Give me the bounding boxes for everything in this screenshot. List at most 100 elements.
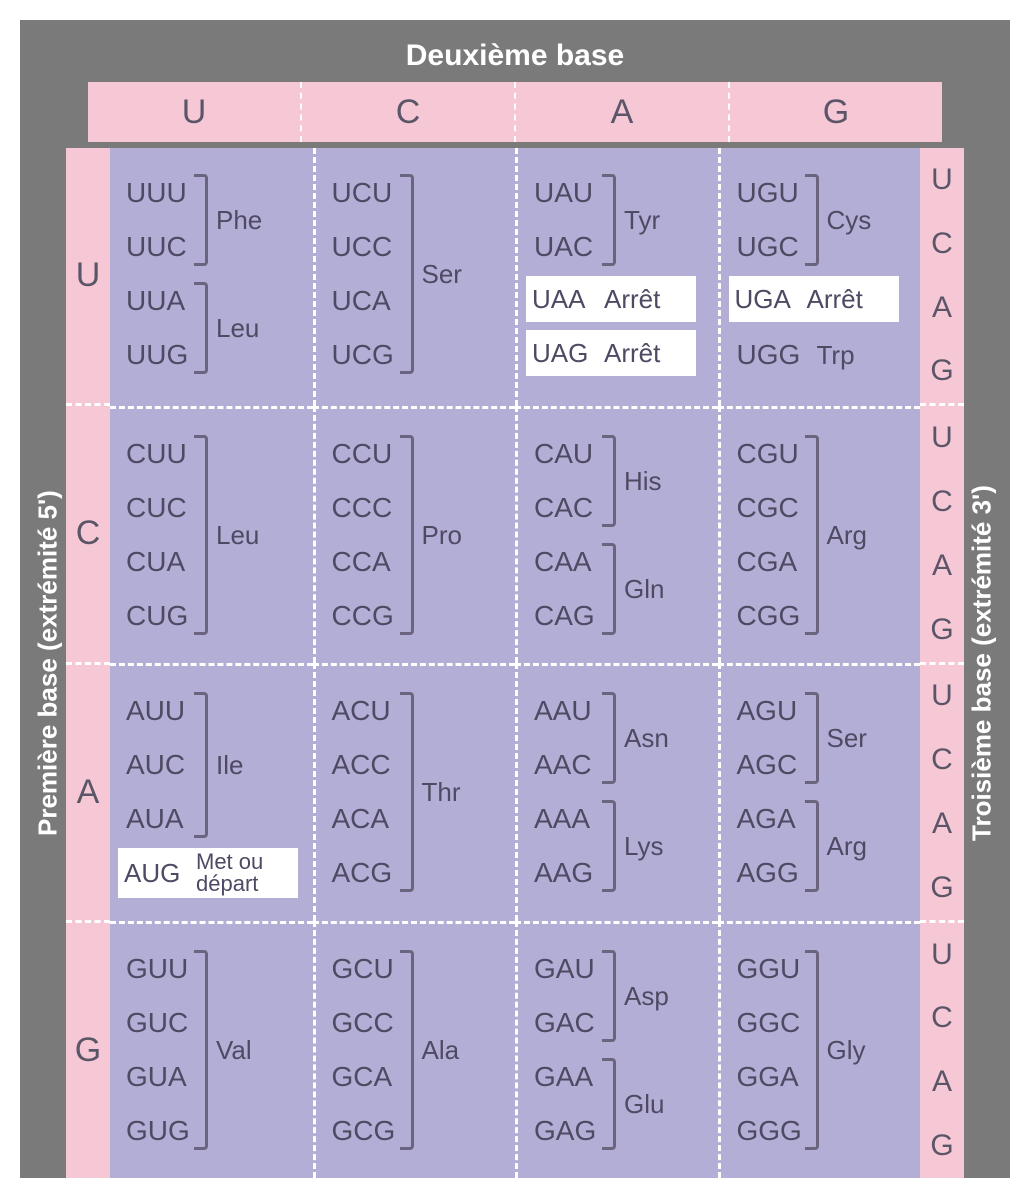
row-header-G: G xyxy=(66,920,110,1178)
codon-row: UAC xyxy=(534,220,710,274)
codon-row: GGU xyxy=(737,942,913,996)
codon: GCG xyxy=(332,1115,402,1147)
third-base-letter: A xyxy=(920,1050,964,1114)
codon: CUG xyxy=(126,600,196,632)
amino-label: Asp xyxy=(624,981,669,1012)
bracket-icon xyxy=(805,692,819,784)
bracket-icon xyxy=(400,174,414,374)
bracket-icon xyxy=(602,800,616,892)
codon: UCA xyxy=(332,285,402,317)
codon: AAC xyxy=(534,749,604,781)
codon: AAA xyxy=(534,803,604,835)
amino-label: Ile xyxy=(216,750,243,781)
codon: CGA xyxy=(737,546,807,578)
col-header-U: U xyxy=(88,82,300,142)
codon-table: Deuxième base U C A G Première base (ext… xyxy=(0,0,1030,1178)
codon: CGG xyxy=(737,600,807,632)
third-base-letter: G xyxy=(920,339,964,403)
codon: UUG xyxy=(126,339,196,371)
codon-row: CCG xyxy=(332,589,508,643)
codon-row: AUA xyxy=(126,792,305,846)
codon: CCG xyxy=(332,600,402,632)
codon-row: AGC xyxy=(737,738,913,792)
codon-cell: GUUGUCGUAGUGVal xyxy=(110,921,313,1178)
codon: AGU xyxy=(737,695,807,727)
col-header-A: A xyxy=(514,82,728,142)
codon-row: CCA xyxy=(332,535,508,589)
codon: UCU xyxy=(332,177,402,209)
codon-row: UCG xyxy=(332,328,508,382)
codon-cell: UUUUUCUUAUUGPheLeu xyxy=(110,148,313,406)
bracket-icon xyxy=(602,692,616,784)
amino-label: Lys xyxy=(624,831,664,862)
codon: ACA xyxy=(332,803,402,835)
amino-label: Asn xyxy=(624,723,669,754)
codon-row: AAA xyxy=(534,792,710,846)
codon: UCG xyxy=(332,339,402,371)
codon-row: CGA xyxy=(737,535,913,589)
codon-row: AAU xyxy=(534,684,710,738)
codon-row: AGG xyxy=(737,846,913,900)
codon: CGC xyxy=(737,492,807,524)
codon-row: CAG xyxy=(534,589,710,643)
codon-row: UGU xyxy=(737,166,913,220)
codon-cell: CUUCUCCUACUGLeu xyxy=(110,406,313,664)
codon: CUU xyxy=(126,438,196,470)
codon: CUA xyxy=(126,546,196,578)
codon: ACC xyxy=(332,749,402,781)
codon-cell: UAUUACUAAUAGTyrUAAArrêtUAGArrêt xyxy=(515,148,718,406)
amino-label: Phe xyxy=(216,205,262,236)
special-codon-box: UAGArrêt xyxy=(526,330,696,376)
amino-label: Arrêt xyxy=(604,284,660,315)
codon: GAA xyxy=(534,1061,604,1093)
amino-label: Gly xyxy=(827,1035,866,1066)
codon: GUG xyxy=(126,1115,196,1147)
amino-label: Met oudépart xyxy=(196,851,263,895)
codon: UAG xyxy=(532,338,590,369)
codon-cell: UGUUGCUGAUGGCysTrpUGAArrêt xyxy=(718,148,921,406)
third-base-letter: A xyxy=(920,276,964,340)
codon-row: CGG xyxy=(737,589,913,643)
codon-row: CAC xyxy=(534,481,710,535)
amino-label: Gln xyxy=(624,574,664,605)
bracket-icon xyxy=(194,174,208,266)
codon: GAG xyxy=(534,1115,604,1147)
third-base-letter: C xyxy=(920,470,964,534)
amino-label: Cys xyxy=(827,205,872,236)
bracket-icon xyxy=(602,543,616,635)
codon-cell: AUUAUCAUAAUGIleAUGMet oudépart xyxy=(110,663,313,921)
second-base-columns: U C A G xyxy=(88,82,942,142)
amino-label: His xyxy=(624,466,662,497)
header-second-base: Deuxième base xyxy=(30,30,1000,82)
codon-grid: UUUUUCUUAUUGPheLeuUCUUCCUCAUCGSerUAUUACU… xyxy=(110,148,920,1178)
bracket-icon xyxy=(602,1058,616,1150)
codon-row: ACU xyxy=(332,684,508,738)
codon: UAU xyxy=(534,177,604,209)
codon: UUC xyxy=(126,231,196,263)
codon: AGA xyxy=(737,803,807,835)
codon: CUC xyxy=(126,492,196,524)
special-codon-box: AUGMet oudépart xyxy=(118,848,298,898)
codon: GGG xyxy=(737,1115,807,1147)
codon: CAG xyxy=(534,600,604,632)
codon: ACU xyxy=(332,695,402,727)
codon-cell: AGUAGCAGAAGGSerArg xyxy=(718,663,921,921)
bracket-icon xyxy=(805,435,819,635)
bracket-icon xyxy=(194,950,208,1150)
codon: AGG xyxy=(737,857,807,889)
codon-row: CCU xyxy=(332,427,508,481)
codon-row: GCG xyxy=(332,1104,508,1158)
codon-row: GCA xyxy=(332,1050,508,1104)
third-base-letter: G xyxy=(920,1114,964,1178)
amino-label: Ser xyxy=(422,259,462,290)
codon-row: ACA xyxy=(332,792,508,846)
third-base-letter: A xyxy=(920,534,964,598)
third-base-rows: UCAGUCAGUCAGUCAG xyxy=(920,148,964,1178)
codon: UAC xyxy=(534,231,604,263)
first-base-rows: U C A G xyxy=(66,148,110,1178)
third-base-letter: C xyxy=(920,212,964,276)
codon: GCC xyxy=(332,1007,402,1039)
frame-top xyxy=(20,20,1010,30)
bracket-icon xyxy=(400,435,414,635)
row-header-C: C xyxy=(66,403,110,661)
